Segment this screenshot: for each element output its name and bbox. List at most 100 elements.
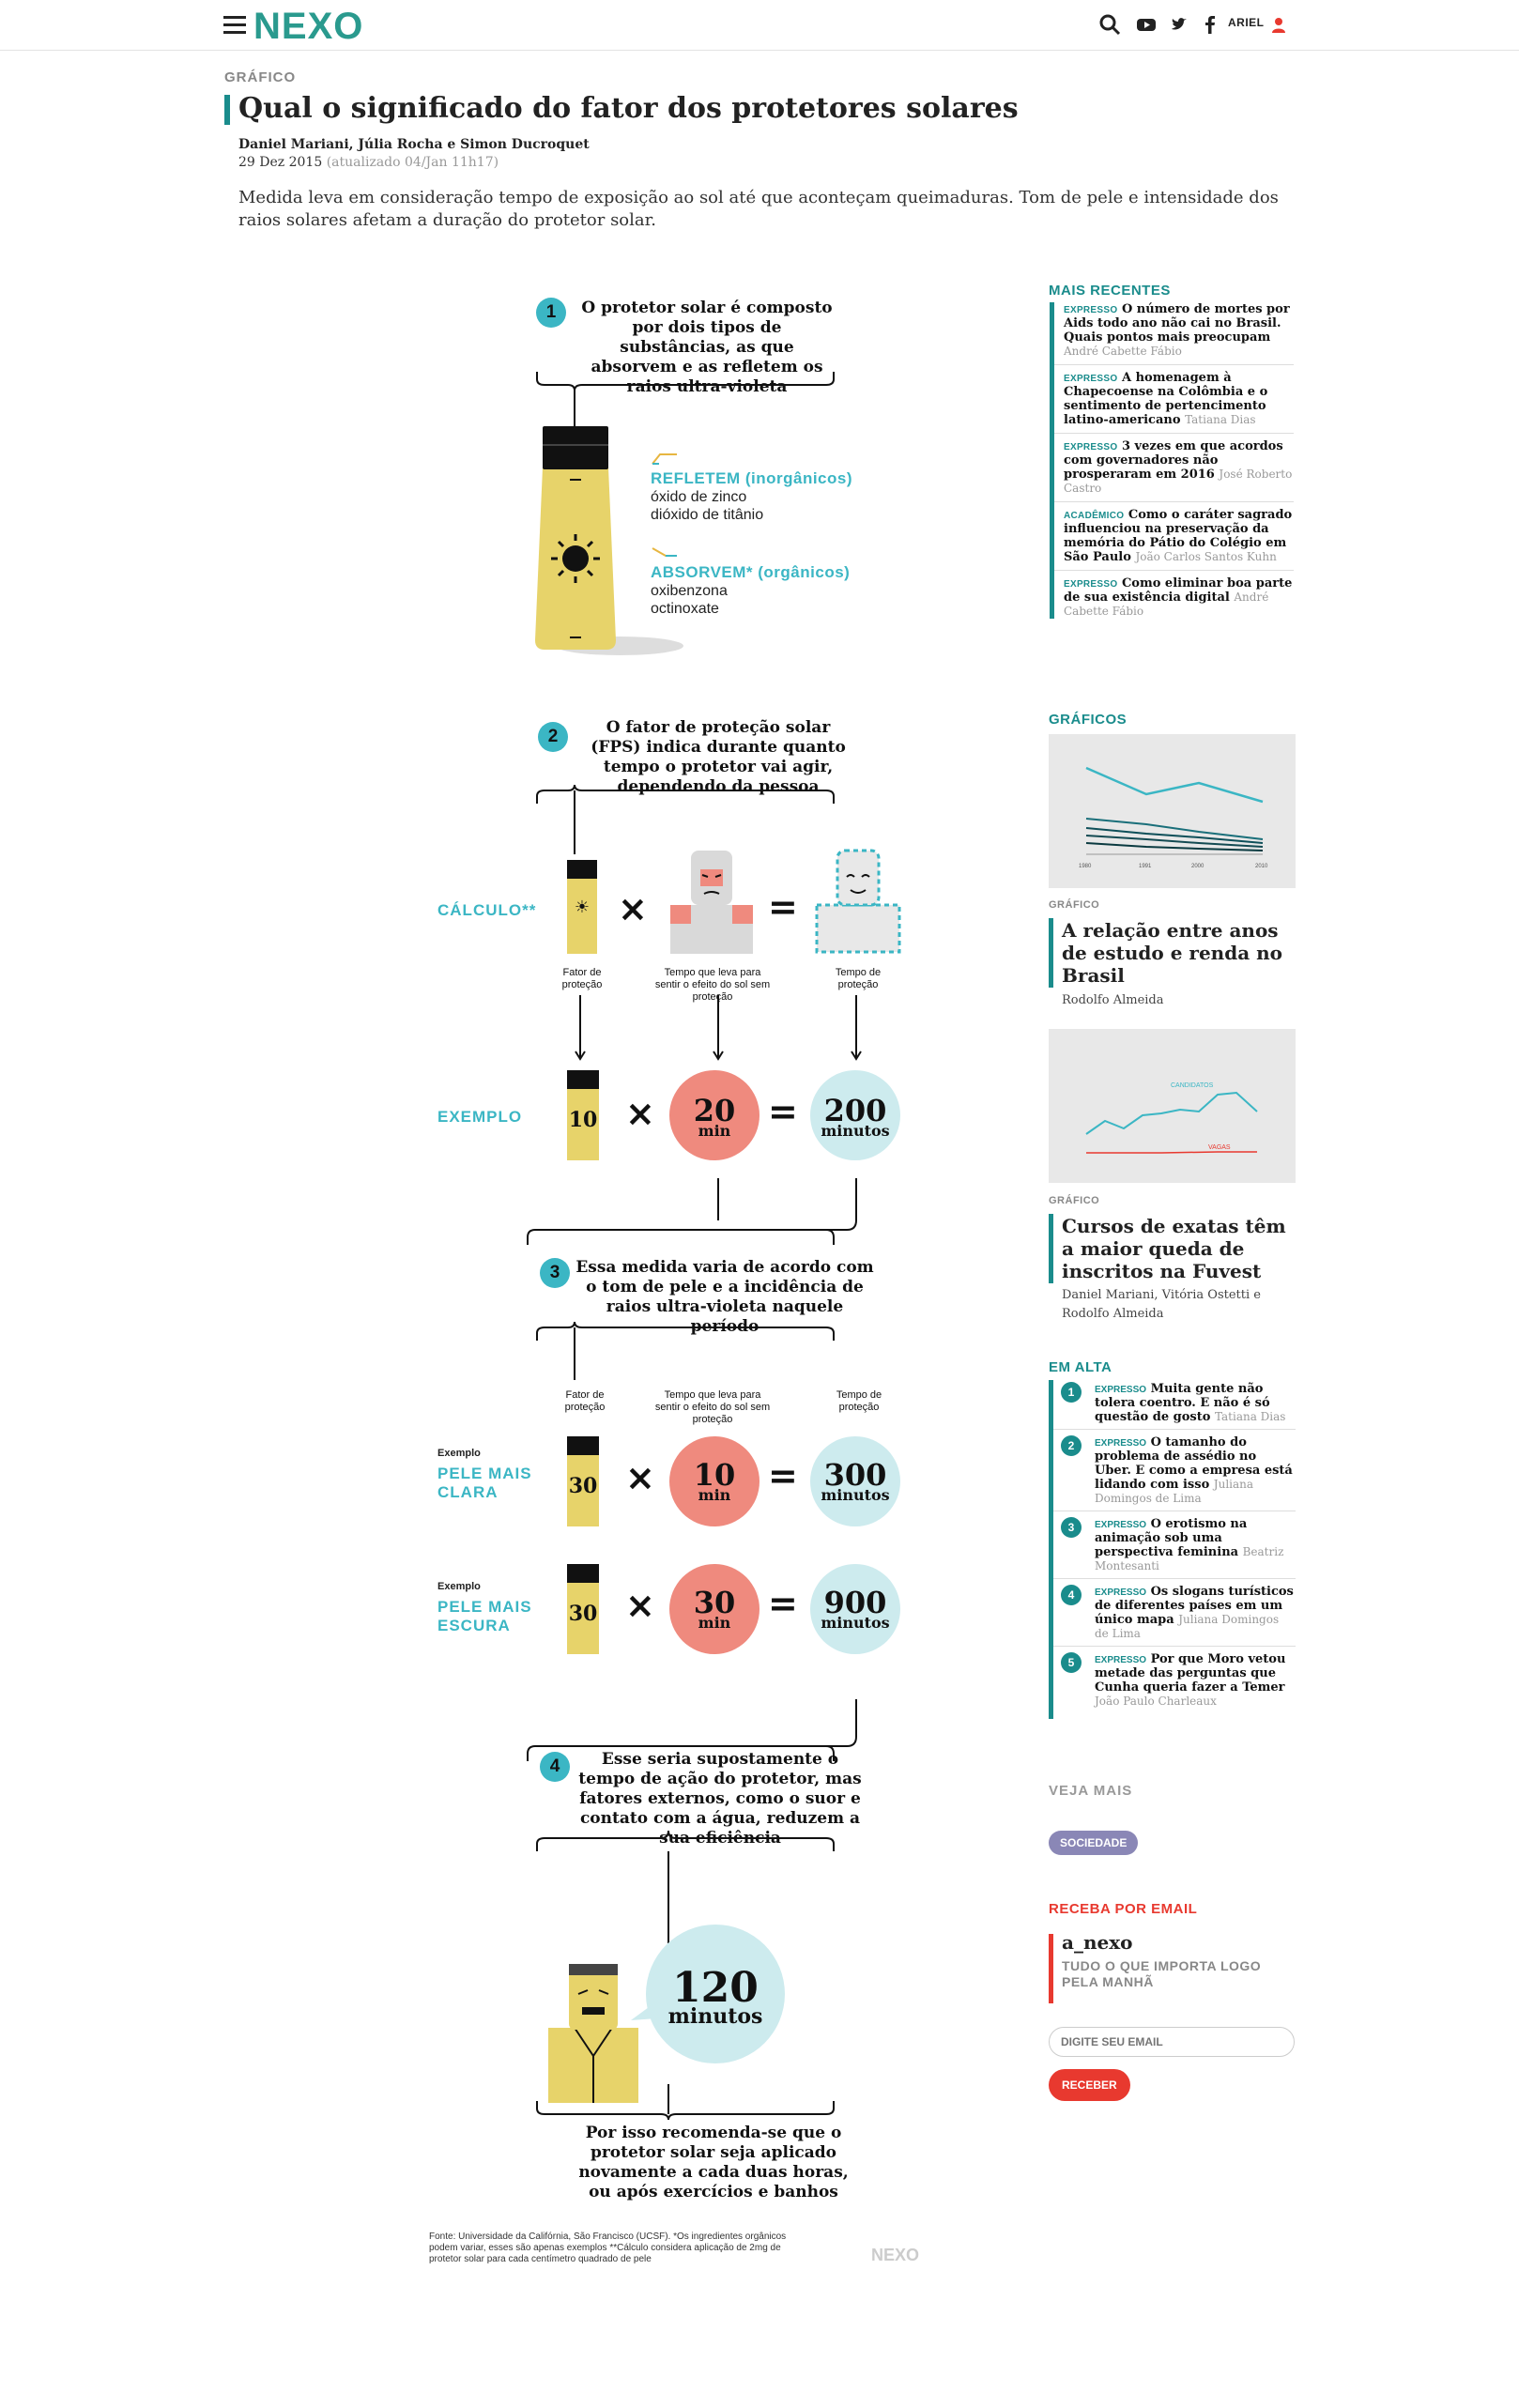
trending-heading: EM ALTA xyxy=(1049,1359,1112,1375)
light-pre: Exemplo xyxy=(437,1448,481,1459)
trending-author[interactable]: João Paulo Charleaux xyxy=(1095,1695,1217,1708)
trending-tag: EXPRESSO xyxy=(1095,1587,1147,1598)
light-min-value: 10 xyxy=(693,1457,736,1493)
step-4-number: 4 xyxy=(540,1752,570,1782)
dark-factor: 30 xyxy=(568,1602,598,1626)
recent-item[interactable]: EXPRESSO 3 vezes em que acordos com gove… xyxy=(1054,439,1294,502)
final-value: 120 xyxy=(672,1964,759,2012)
light-result-unit: minutos xyxy=(821,1486,890,1504)
trending-title[interactable]: Os slogans turísticos de diferentes país… xyxy=(1095,1585,1294,1627)
twitter-icon[interactable] xyxy=(1170,12,1189,37)
newsletter-accent xyxy=(1049,1934,1053,2003)
infographic-brackets xyxy=(527,372,862,2121)
light-label-2: CLARA xyxy=(437,1483,499,1501)
recent-author[interactable]: José Roberto Castro xyxy=(1064,468,1293,495)
trending-item[interactable]: 4 EXPRESSO Os slogans turísticos de difer… xyxy=(1053,1585,1296,1647)
trending-item[interactable]: 2 EXPRESSO O tamanho do problema de asséd… xyxy=(1053,1435,1296,1511)
chart-2-author[interactable]: Daniel Mariani, Vitória Ostetti e Rodolfo… xyxy=(1062,1286,1261,1324)
trending-item[interactable]: 5 EXPRESSO Por que Moro vetou metade das … xyxy=(1053,1652,1296,1713)
trending-item[interactable]: 3 EXPRESSO O erotismo na animação sob uma… xyxy=(1053,1517,1296,1579)
recent-item[interactable]: ACADÊMICO Como o caráter sagrado influen… xyxy=(1054,508,1294,571)
chart-1-author[interactable]: Rodolfo Almeida xyxy=(1062,993,1164,1007)
sun-icon xyxy=(551,534,600,583)
email-input[interactable] xyxy=(1049,2027,1295,2057)
trending-title[interactable]: O tamanho do problema de assédio no Uber… xyxy=(1095,1435,1293,1492)
recent-author[interactable]: João Carlos Santos Kuhn xyxy=(1135,550,1277,563)
menu-icon[interactable] xyxy=(223,16,246,35)
subscribe-button[interactable]: RECEBER xyxy=(1049,2069,1130,2101)
example-equals-sign: = xyxy=(768,1091,798,1132)
youtube-icon[interactable] xyxy=(1136,12,1157,37)
facebook-icon[interactable] xyxy=(1204,12,1217,37)
example-tube: 10 xyxy=(567,1070,599,1160)
chart-thumbnail-1[interactable]: 1980 1991 2000 2010 xyxy=(1049,734,1296,888)
dark-pre: Exemplo xyxy=(437,1581,481,1592)
step-4-text: Esse seria supostamente o tempo de ação … xyxy=(578,1750,862,1848)
recent-author[interactable]: André Cabette Fábio xyxy=(1064,345,1182,358)
trending-author[interactable]: Juliana Domingos de Lima xyxy=(1095,1613,1280,1640)
example-result-unit: minutos xyxy=(821,1122,890,1140)
recent-title[interactable]: 3 vezes em que acordos com governadores … xyxy=(1064,439,1283,482)
recent-title[interactable]: Como eliminar boa parte de sua existênci… xyxy=(1064,576,1293,605)
chart-2-label-1: CANDIDATOS xyxy=(1171,1082,1214,1089)
date-text: 29 Dez 2015 xyxy=(238,155,323,170)
trending-rank: 1 xyxy=(1061,1382,1082,1403)
chart-2-author-line-1[interactable]: Daniel Mariani, Vitória Ostetti e xyxy=(1062,1288,1261,1302)
example-min-value: 20 xyxy=(693,1093,736,1128)
recent-item[interactable]: EXPRESSO A homenagem à Chapecoense na Co… xyxy=(1054,371,1294,434)
light-result-value: 300 xyxy=(823,1457,887,1493)
light-result-circle: 300 minutos xyxy=(810,1436,900,1526)
recent-item[interactable]: EXPRESSO Como eliminar boa parte de sua … xyxy=(1054,576,1294,619)
trending-item[interactable]: 1 EXPRESSO Muita gente não tolera coentro… xyxy=(1053,1382,1296,1430)
dark-min-unit: min xyxy=(698,1614,731,1632)
trending-author[interactable]: Beatriz Montesanti xyxy=(1095,1545,1284,1572)
calc-caption-result: Tempo de proteção xyxy=(835,967,882,990)
reflect-title: REFLETEM (inorgânicos) xyxy=(651,469,852,487)
caption-time: Tempo que leva para sentir o efeito do s… xyxy=(654,1389,771,1425)
chart-2-author-line-2[interactable]: Rodolfo Almeida xyxy=(1062,1307,1164,1321)
trending-title[interactable]: Por que Moro vetou metade das perguntas … xyxy=(1095,1652,1286,1695)
trending-rank: 5 xyxy=(1061,1652,1082,1673)
nexo-logo[interactable]: NEXO xyxy=(252,6,402,45)
trending-tag: EXPRESSO xyxy=(1095,1438,1147,1449)
reflect-item-1: óxido de zinco xyxy=(651,489,747,505)
chart-2-label-2: VAGAS xyxy=(1208,1144,1231,1151)
newsletter-name: a_nexo xyxy=(1062,1931,1133,1954)
absorb-item-1: oxibenzona xyxy=(651,583,728,599)
recent-item[interactable]: EXPRESSO O número de mortes por Aids tod… xyxy=(1054,302,1294,365)
example-label: EXEMPLO xyxy=(437,1108,523,1126)
trending-title[interactable]: O erotismo na animação sob uma perspecti… xyxy=(1095,1517,1248,1559)
article-lede: Medida leva em consideração tempo de exp… xyxy=(238,188,1279,230)
trending-author[interactable]: Juliana Domingos de Lima xyxy=(1095,1478,1254,1505)
calc-caption-factor: Fator de proteção xyxy=(561,967,603,990)
recent-tag: EXPRESSO xyxy=(1064,579,1118,590)
search-icon[interactable] xyxy=(1098,12,1121,37)
tag-sociedade-button[interactable]: SOCIEDADE xyxy=(1049,1831,1139,1855)
trending-rank: 2 xyxy=(1061,1435,1082,1456)
chart-thumbnail-2[interactable]: CANDIDATOS VAGAS xyxy=(1049,1029,1296,1183)
step-3-text: Essa medida varia de acordo com o tom de… xyxy=(575,1258,874,1336)
recent-title[interactable]: Como o caráter sagrado influenciou na pr… xyxy=(1064,508,1293,564)
chart-1-title[interactable]: A relação entre anos de estudo e renda n… xyxy=(1062,919,1282,987)
step-2-text: O fator de proteção solar (FPS) indica d… xyxy=(591,718,846,796)
final-unit: minutos xyxy=(667,2004,763,2029)
recent-title[interactable]: A homenagem à Chapecoense na Colômbia e … xyxy=(1064,371,1268,427)
recent-title[interactable]: O número de mortes por Aids todo ano não… xyxy=(1064,302,1290,345)
chart-1-lines: 1980 1991 2000 2010 xyxy=(1079,766,1268,869)
recent-tag: EXPRESSO xyxy=(1064,442,1118,452)
step-1-number: 1 xyxy=(536,298,566,328)
recent-author[interactable]: Tatiana Dias xyxy=(1185,413,1256,426)
user-icon[interactable] xyxy=(1271,13,1286,38)
step-2-number: 2 xyxy=(538,722,568,752)
email-heading: RECEBA POR EMAIL xyxy=(1049,1901,1198,1917)
trending-author[interactable]: Tatiana Dias xyxy=(1214,1410,1286,1423)
trending-title[interactable]: Muita gente não tolera coentro. E não é … xyxy=(1095,1382,1270,1424)
user-name[interactable]: ARIEL xyxy=(1228,16,1265,29)
article-authors: Daniel Mariani, Júlia Rocha e Simon Ducr… xyxy=(238,137,590,152)
sunscreen-tube-illustration xyxy=(535,426,683,655)
recent-author[interactable]: André Cabette Fábio xyxy=(1064,590,1269,618)
dark-tube: 30 xyxy=(567,1564,599,1654)
recent-tag: ACADÊMICO xyxy=(1064,511,1125,521)
dark-result-unit: minutos xyxy=(821,1614,890,1632)
chart-2-title[interactable]: Cursos de exatas têm a maior queda de in… xyxy=(1062,1215,1286,1282)
